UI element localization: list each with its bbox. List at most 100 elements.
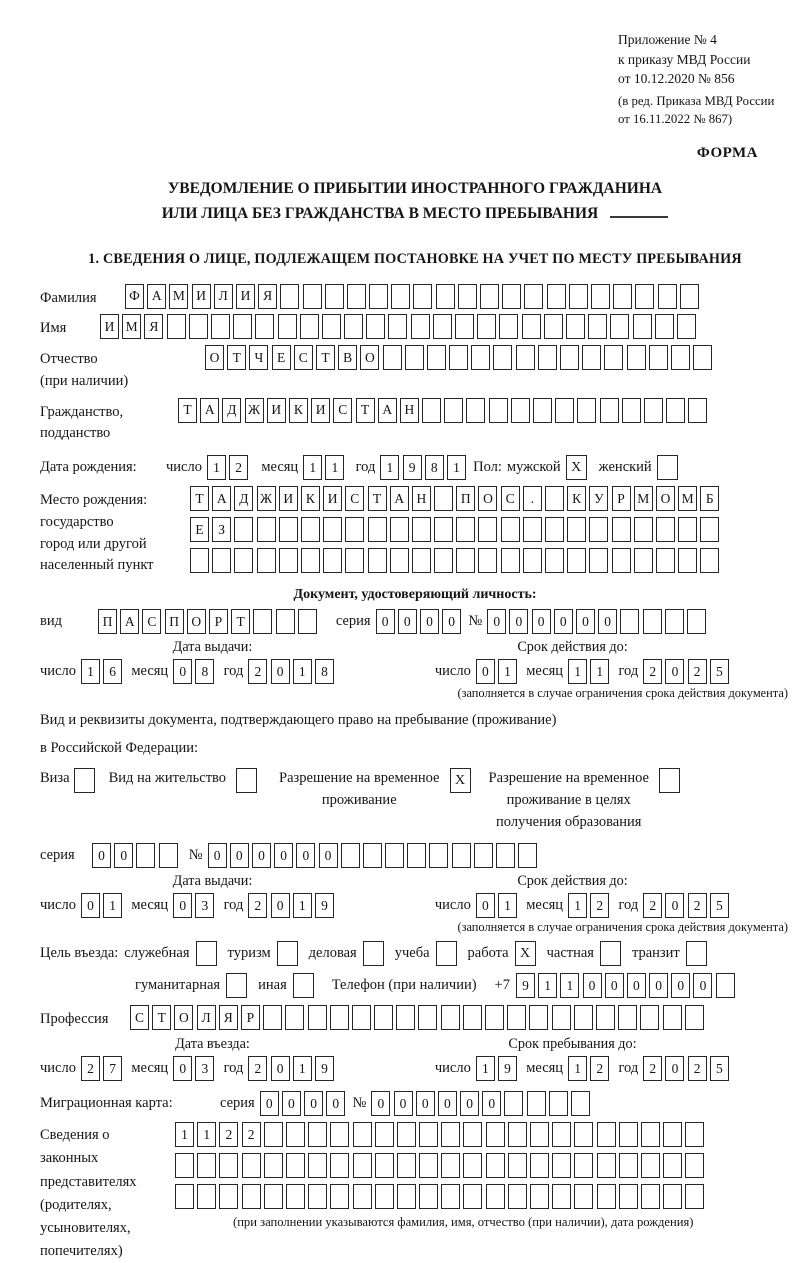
char-cell[interactable]: 0 [296, 843, 316, 869]
char-cell[interactable] [700, 548, 720, 574]
char-cell[interactable] [640, 1153, 660, 1179]
char-cell[interactable]: И [323, 486, 343, 512]
char-cell[interactable]: 1 [206, 455, 226, 481]
char-cell[interactable]: К [288, 397, 308, 423]
char-cell[interactable]: 1 [380, 455, 400, 481]
char-cell[interactable]: 9 [515, 973, 535, 999]
char-cell[interactable]: О [360, 345, 380, 371]
char-cell[interactable] [391, 283, 411, 309]
char-cell[interactable] [642, 609, 662, 635]
char-cell[interactable] [679, 283, 699, 309]
char-cell[interactable] [510, 397, 530, 423]
char-cell[interactable]: С [142, 609, 162, 635]
char-cell[interactable] [545, 517, 564, 543]
char-cell[interactable] [302, 283, 322, 309]
char-cell[interactable]: 1 [325, 455, 345, 481]
char-cell[interactable] [263, 1153, 283, 1179]
char-cell[interactable]: 0 [531, 609, 551, 635]
char-cell[interactable] [352, 1184, 372, 1210]
purpose-other-checkbox[interactable] [292, 973, 314, 999]
char-cell[interactable] [546, 283, 566, 309]
char-cell[interactable] [278, 517, 298, 543]
char-cell[interactable]: 1 [568, 1056, 588, 1082]
char-cell[interactable] [330, 1153, 350, 1179]
char-cell[interactable]: 0 [598, 609, 618, 635]
purpose-work-checkbox[interactable]: X [514, 941, 536, 967]
char-cell[interactable]: С [333, 397, 353, 423]
char-cell[interactable]: И [278, 486, 298, 512]
char-cell[interactable] [663, 1153, 683, 1179]
char-cell[interactable] [329, 1005, 349, 1031]
char-cell[interactable] [518, 843, 538, 869]
char-cell[interactable] [524, 283, 544, 309]
char-cell[interactable] [419, 1122, 439, 1148]
char-cell[interactable] [455, 314, 474, 340]
char-cell[interactable] [441, 1153, 461, 1179]
char-cell[interactable] [300, 517, 320, 543]
char-cell[interactable]: 0 [649, 973, 669, 999]
char-cell[interactable] [434, 486, 454, 512]
char-cell[interactable] [565, 314, 585, 340]
char-cell[interactable] [662, 1005, 682, 1031]
char-cell[interactable] [456, 548, 476, 574]
char-cell[interactable]: Я [218, 1005, 238, 1031]
char-cell[interactable] [280, 283, 300, 309]
char-cell[interactable]: Д [234, 486, 254, 512]
char-cell[interactable]: А [212, 486, 232, 512]
char-cell[interactable]: 0 [487, 609, 507, 635]
char-cell[interactable]: И [100, 314, 119, 340]
char-cell[interactable] [410, 314, 430, 340]
char-cell[interactable] [610, 314, 630, 340]
char-cell[interactable]: З [212, 517, 232, 543]
char-cell[interactable]: 0 [475, 893, 495, 919]
char-cell[interactable] [478, 548, 498, 574]
char-cell[interactable]: 0 [442, 609, 462, 635]
char-cell[interactable]: 0 [270, 893, 290, 919]
char-cell[interactable]: О [174, 1005, 194, 1031]
char-cell[interactable] [621, 397, 641, 423]
char-cell[interactable] [595, 1005, 615, 1031]
char-cell[interactable]: 2 [248, 1056, 268, 1082]
char-cell[interactable] [684, 1005, 704, 1031]
char-cell[interactable] [367, 548, 387, 574]
char-cell[interactable] [529, 1005, 549, 1031]
char-cell[interactable]: А [200, 397, 220, 423]
char-cell[interactable]: 0 [419, 609, 439, 635]
char-cell[interactable] [493, 345, 513, 371]
char-cell[interactable]: 0 [173, 659, 193, 685]
char-cell[interactable]: А [147, 283, 167, 309]
char-cell[interactable] [419, 1184, 439, 1210]
char-cell[interactable] [571, 1091, 591, 1117]
char-cell[interactable] [496, 843, 516, 869]
char-cell[interactable]: 0 [665, 893, 685, 919]
char-cell[interactable]: 0 [665, 1056, 685, 1082]
char-cell[interactable]: 2 [229, 455, 249, 481]
char-cell[interactable] [175, 1184, 194, 1210]
char-cell[interactable]: 1 [103, 893, 123, 919]
char-cell[interactable] [419, 1153, 439, 1179]
char-cell[interactable] [463, 1153, 483, 1179]
char-cell[interactable]: Т [367, 486, 387, 512]
char-cell[interactable]: 2 [643, 659, 663, 685]
char-cell[interactable] [530, 1153, 549, 1179]
char-cell[interactable] [620, 609, 640, 635]
char-cell[interactable] [611, 548, 631, 574]
char-cell[interactable] [530, 1122, 549, 1148]
char-cell[interactable] [278, 548, 298, 574]
char-cell[interactable]: 0 [80, 893, 100, 919]
char-cell[interactable] [374, 1005, 394, 1031]
char-cell[interactable]: Р [240, 1005, 260, 1031]
char-cell[interactable] [466, 397, 486, 423]
char-cell[interactable] [507, 1153, 527, 1179]
char-cell[interactable] [255, 314, 275, 340]
char-cell[interactable] [441, 1122, 461, 1148]
char-cell[interactable] [285, 1184, 305, 1210]
char-cell[interactable]: 9 [498, 1056, 518, 1082]
char-cell[interactable] [640, 1184, 660, 1210]
char-cell[interactable]: 0 [582, 973, 602, 999]
char-cell[interactable] [253, 609, 273, 635]
char-cell[interactable] [666, 397, 686, 423]
char-cell[interactable]: 0 [575, 609, 595, 635]
char-cell[interactable] [396, 1122, 416, 1148]
char-cell[interactable] [404, 345, 424, 371]
